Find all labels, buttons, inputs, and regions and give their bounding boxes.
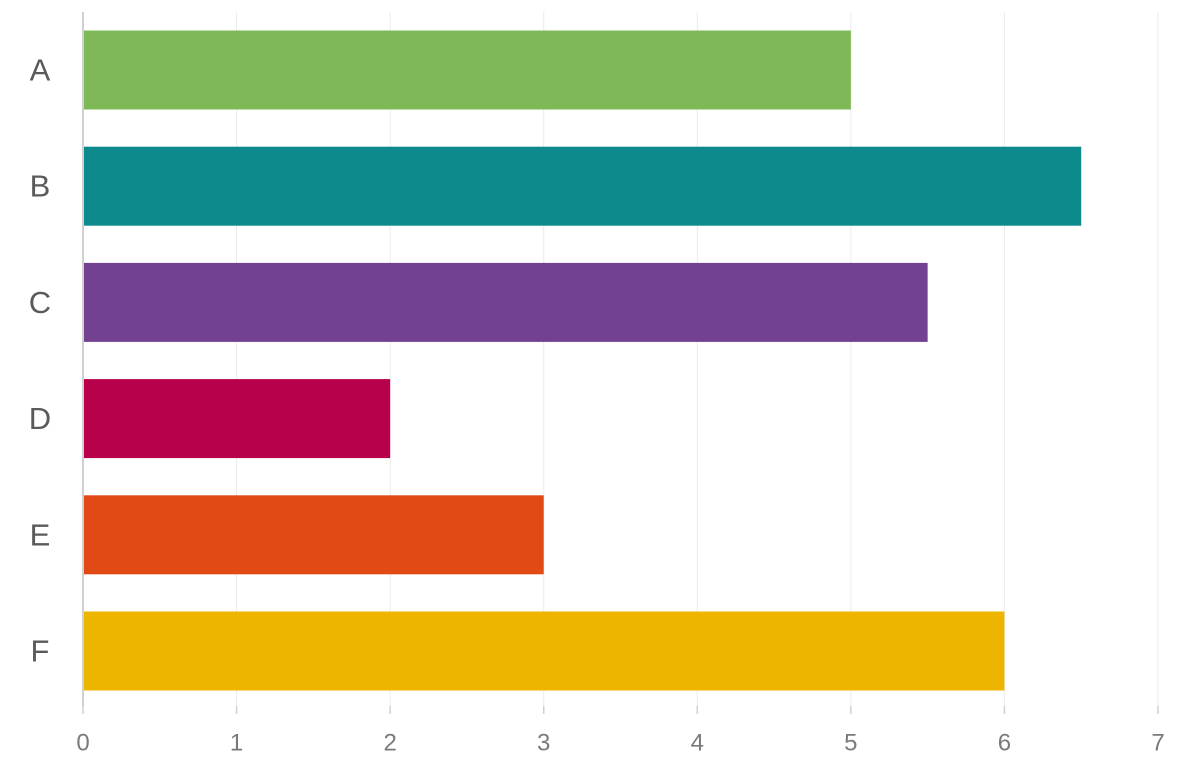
bar-d (83, 379, 391, 459)
category-label-c: C (29, 285, 51, 320)
axes (82, 12, 1159, 714)
x-tick-label-5: 5 (844, 730, 857, 757)
x-tick-label-2: 2 (383, 730, 396, 757)
x-tick-label-6: 6 (998, 730, 1011, 757)
x-tick-label-1: 1 (230, 730, 243, 757)
category-label-e: E (30, 517, 51, 552)
bar-c (83, 262, 928, 342)
category-label-d: D (29, 401, 51, 436)
category-labels: A B C D E F (29, 53, 51, 669)
category-label-a: A (30, 53, 51, 88)
x-tick-label-4: 4 (691, 730, 704, 757)
bar-e (83, 495, 544, 575)
bar-f (83, 611, 1005, 691)
x-tick-label-0: 0 (76, 730, 89, 757)
gridlines (236, 12, 1159, 706)
x-tick-labels: 0 1 2 3 4 5 6 7 (76, 730, 1164, 757)
x-tick-label-7: 7 (1151, 730, 1164, 757)
bars (83, 30, 1082, 691)
category-label-b: B (30, 169, 51, 204)
bar-b (83, 146, 1082, 226)
category-label-f: F (31, 634, 50, 669)
x-tick-label-3: 3 (537, 730, 550, 757)
bar-a (83, 30, 851, 110)
